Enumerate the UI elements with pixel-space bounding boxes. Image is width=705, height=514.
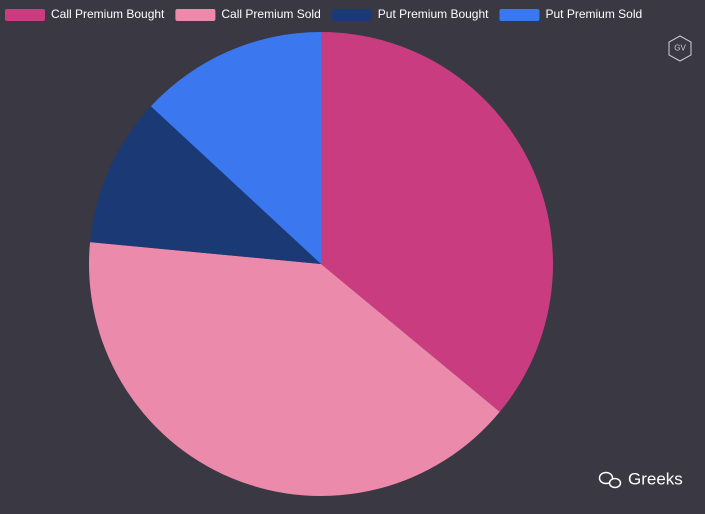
watermark-text: Greeks: [628, 469, 683, 488]
legend-swatch: [175, 9, 216, 21]
legend-item[interactable]: Call Premium Sold: [175, 7, 321, 21]
watermark: Greeks: [598, 469, 683, 489]
legend-label: Put Premium Bought: [378, 7, 489, 21]
pie-slice: [90, 106, 321, 264]
legend-label: Put Premium Sold: [545, 7, 642, 21]
pie-slice: [88, 242, 500, 496]
watermark-icon: [598, 471, 614, 485]
pie-slice: [321, 32, 553, 412]
legend-item[interactable]: Put Premium Bought: [331, 7, 489, 21]
legend-label: Call Premium Bought: [51, 7, 165, 21]
watermark-icon: [608, 477, 622, 489]
badge-hexagon: [668, 35, 692, 62]
legend-item[interactable]: Call Premium Bought: [5, 7, 165, 21]
legend-swatch: [499, 9, 540, 21]
legend-swatch: [5, 9, 45, 21]
badge[interactable]: GV: [668, 35, 692, 62]
legend-swatch: [331, 9, 372, 21]
legend-label: Call Premium Sold: [221, 7, 320, 21]
badge-text: GV: [674, 44, 686, 53]
pie-slice: [150, 32, 321, 264]
legend-item[interactable]: Put Premium Sold: [499, 7, 642, 21]
